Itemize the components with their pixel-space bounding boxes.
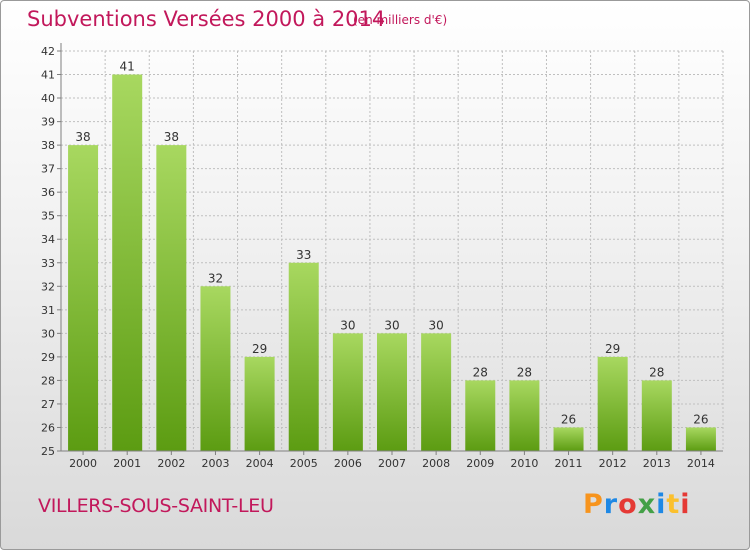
y-tick-label: 32 [41,280,55,293]
axes: 25 26 27 28 29 30 31 32 33 34 35 36 37 38 39 40 41 42 2000… [41,43,723,470]
x-tick-label-2010: 2010 [510,457,538,470]
x-tick-label-2001: 2001 [113,457,141,470]
logo-letter: o [618,489,638,520]
x-tick-label-2008: 2008 [422,457,450,470]
data-label-2002: 38 [164,130,179,144]
data-label-2003: 32 [208,271,223,285]
y-tick-label: 42 [41,45,55,58]
x-tick-label-2002: 2002 [157,457,185,470]
bar-2012[interactable] [597,356,628,451]
y-tick-label: 25 [41,445,55,458]
bar-2006[interactable] [332,333,363,451]
data-label-2007: 30 [384,318,399,332]
y-tick-label: 40 [41,92,55,105]
bar-2005[interactable] [288,262,319,451]
bar-2007[interactable] [377,333,407,451]
data-label-2008: 30 [428,318,443,332]
logo-letter: x [637,489,657,520]
logo-letter: t [666,489,681,520]
y-tick-label: 31 [41,304,55,317]
bar-2000[interactable] [68,145,99,451]
logo-letter: P [583,489,604,520]
y-tick-label: 34 [41,233,55,246]
y-tick-label: 38 [41,139,55,152]
y-tick-label: 28 [41,374,55,387]
x-tick-label-2005: 2005 [290,457,318,470]
x-tick-label-2011: 2011 [555,457,583,470]
logo-letter: i [680,489,691,520]
logo-letter: r [603,489,619,520]
y-tick-label: 41 [41,69,55,82]
bar-2003[interactable] [200,286,231,451]
y-tick-label: 33 [41,257,55,270]
bar-2010[interactable] [509,380,540,451]
x-tick-label-2004: 2004 [246,457,274,470]
bar-2008[interactable] [421,333,452,451]
x-tick-label-2012: 2012 [599,457,627,470]
y-tick-label: 26 [41,421,55,434]
town-name: VILLERS-SOUS-SAINT-LEU [38,495,274,517]
x-tick-label-2006: 2006 [334,457,362,470]
y-tick-label: 27 [41,398,55,411]
data-label-2012: 29 [605,342,620,356]
data-label-2006: 30 [340,318,355,332]
x-tick-label-2003: 2003 [201,457,229,470]
unit-note: (en milliers d'€) [353,13,448,27]
data-label-2004: 29 [252,342,267,356]
y-tick-label: 36 [41,186,55,199]
y-tick-label: 30 [41,327,55,340]
proxiti-logo[interactable]: Proxiti [583,489,691,520]
x-tick-label-2013: 2013 [643,457,671,470]
y-tick-label: 29 [41,351,55,364]
data-label-2000: 38 [75,130,90,144]
bar-2002[interactable] [156,145,187,451]
data-label-2010: 28 [517,365,532,379]
y-tick-label: 37 [41,163,55,176]
x-tick-label-2009: 2009 [466,457,494,470]
bar-2014[interactable] [685,427,716,451]
data-label-2011: 26 [561,412,576,426]
x-tick-label-2007: 2007 [378,457,406,470]
bar-2009[interactable] [465,380,496,451]
bar-2001[interactable] [112,74,143,451]
chart-title: Subventions Versées 2000 à 2014 [27,7,386,31]
data-label-2001: 41 [120,60,135,74]
y-tick-label: 35 [41,210,55,223]
bar-2013[interactable] [641,380,672,451]
y-tick-label: 39 [41,116,55,129]
x-tick-label-2014: 2014 [687,457,715,470]
bar-2004[interactable] [244,356,275,451]
data-label-2014: 26 [693,412,708,426]
data-label-2005: 33 [296,248,311,262]
data-label-2013: 28 [649,365,664,379]
bars: 38 41 38 32 29 33 30 30 30 28 28 26 29 28 26 [68,60,716,451]
data-label-2009: 28 [473,365,488,379]
bar-2011[interactable] [553,427,584,451]
logo-letter: i [656,489,667,520]
x-tick-label-2000: 2000 [69,457,97,470]
